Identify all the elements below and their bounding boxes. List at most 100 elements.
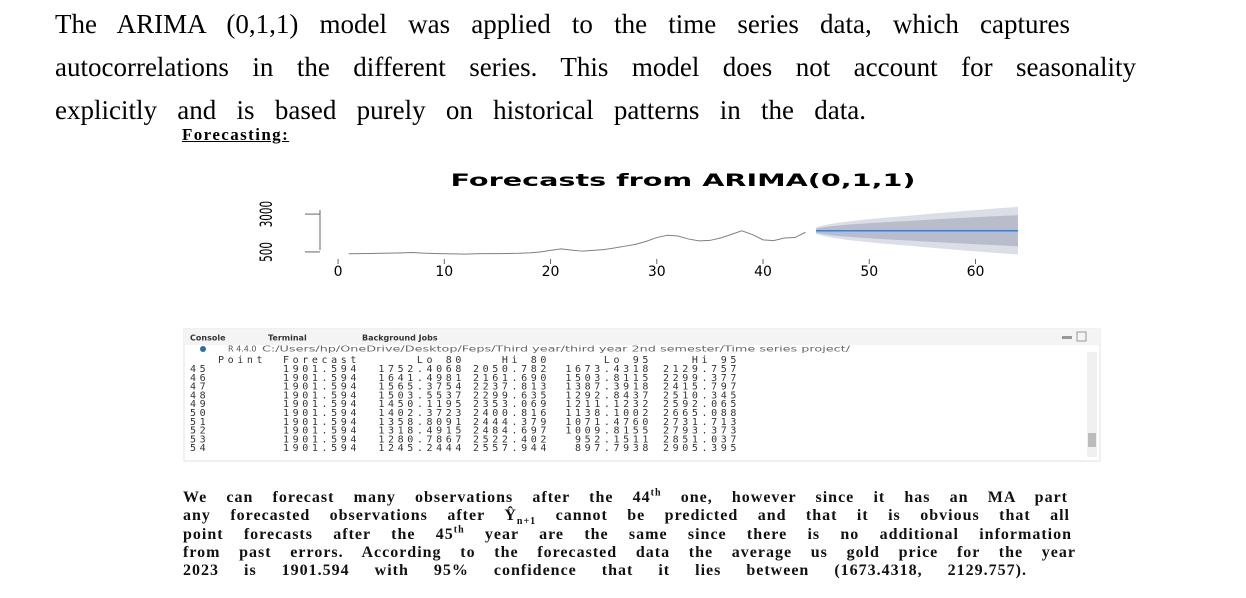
- table-cell: 1402.3723: [378, 408, 465, 419]
- table-cell: 2522.402: [473, 434, 550, 445]
- y-tick-label: 3000: [257, 201, 276, 227]
- table-cell: 1280.7867: [378, 434, 465, 445]
- table-header: Point: [218, 355, 266, 366]
- table-cell: 1503.5537: [378, 390, 465, 401]
- table-cell: 1901.594: [283, 443, 360, 454]
- table-cell: 46: [190, 373, 209, 384]
- table-cell: 1071.4760: [565, 417, 652, 428]
- minimize-icon: [1062, 336, 1072, 339]
- subscript: n+1: [516, 516, 537, 528]
- text-line: any forecasted observations after Ŷn+1 c…: [183, 507, 1070, 528]
- table-cell: 2129.757: [663, 364, 740, 375]
- text-line: from past errors. According to the forec…: [183, 543, 1076, 561]
- conclusion-paragraph: We can forecast many observations after …: [183, 487, 1076, 580]
- table-header: Hi 95: [692, 355, 740, 366]
- table-cell: 1503.8115: [565, 373, 652, 384]
- table-cell: 2400.816: [473, 408, 550, 419]
- table-cell: 2161.690: [473, 373, 550, 384]
- superscript: th: [453, 524, 465, 536]
- table-cell: 52: [190, 426, 209, 437]
- table-cell: 2665.088: [663, 408, 740, 419]
- x-tick-label: 30: [648, 264, 666, 280]
- console-tab: Console: [190, 334, 226, 343]
- console-tab: Background Jobs: [362, 334, 438, 343]
- table-cell: 2592.065: [663, 399, 740, 410]
- table-cell: 2484.697: [473, 426, 550, 437]
- table-cell: 2415.797: [663, 382, 740, 393]
- text: We can forecast many observations after …: [183, 489, 651, 506]
- text: point forecasts after the 45: [183, 525, 454, 543]
- x-tick-label: 10: [435, 264, 453, 280]
- table-cell: 1673.4318: [565, 364, 652, 375]
- table-cell: 1641.4981: [378, 373, 465, 384]
- table-header: Forecast: [283, 355, 360, 366]
- table-cell: 2299.377: [663, 373, 740, 384]
- table-cell: 1565.3754: [378, 382, 465, 393]
- table-cell: 1009.8155: [565, 426, 652, 437]
- table-cell: 1901.594: [283, 390, 360, 401]
- chart-title: Forecasts from ARIMA(0,1,1): [451, 171, 916, 191]
- table-cell: 53: [190, 434, 209, 445]
- text: any forecasted observations after Ŷ: [183, 507, 517, 525]
- table-cell: 1138.1002: [565, 408, 652, 419]
- table-cell: 1358.8091: [378, 417, 465, 428]
- table-cell: 2557.944: [473, 443, 550, 454]
- console-panel: [183, 328, 1101, 462]
- table-cell: 2050.782: [473, 364, 550, 375]
- console-tabbar: [184, 329, 1100, 345]
- table-cell: 45: [190, 364, 209, 375]
- table-cell: 49: [190, 399, 209, 410]
- history-line: [348, 230, 806, 255]
- table-cell: 1450.1195: [378, 399, 465, 410]
- table-cell: 2510.345: [663, 390, 740, 401]
- table-cell: 50: [190, 408, 209, 419]
- section-heading: Forecasting:: [182, 125, 290, 144]
- table-cell: 1901.594: [283, 399, 360, 410]
- table-cell: 1318.4915: [378, 426, 465, 437]
- r-version: R 4.4.0: [228, 345, 256, 354]
- x-tick-label: 40: [754, 264, 772, 280]
- table-header: Lo 95: [604, 355, 652, 366]
- table-cell: 1901.594: [283, 417, 360, 428]
- table-cell: 51: [190, 417, 209, 428]
- x-tick-label: 60: [967, 264, 985, 280]
- scrollbar: [1087, 352, 1097, 457]
- table-cell: 1901.594: [283, 426, 360, 437]
- table-cell: 54: [190, 443, 209, 454]
- r-logo: [200, 346, 206, 352]
- console-tab: Terminal: [268, 334, 307, 343]
- table-cell: 1752.4068: [378, 364, 465, 375]
- table-cell: 1387.3918: [565, 382, 652, 393]
- text-line: The ARIMA (0,1,1) model was applied to t…: [55, 9, 1070, 39]
- text-line: point forecasts after the 45th year are …: [183, 524, 1072, 544]
- table-cell: 2444.379: [473, 417, 550, 428]
- table-cell: 1211.1232: [565, 399, 652, 410]
- text: cannot be predicted and that it is obvio…: [536, 507, 1070, 525]
- table-cell: 48: [190, 390, 209, 401]
- table-cell: 952.1511: [575, 434, 652, 445]
- x-tick-label: 20: [542, 264, 560, 280]
- text-line: 2023 is 1901.594 with 95% confidence tha…: [183, 562, 1027, 580]
- table-cell: 2793.373: [663, 426, 740, 437]
- table-cell: 47: [190, 382, 209, 393]
- table-cell: 2299.635: [473, 390, 550, 401]
- table-cell: 1901.594: [283, 434, 360, 445]
- text-line: We can forecast many observations after …: [183, 487, 1068, 507]
- table-cell: 1901.594: [283, 364, 360, 375]
- x-tick-label: 0: [334, 264, 343, 280]
- maximize-icon: [1076, 331, 1087, 342]
- table-cell: 897.7938: [575, 443, 652, 454]
- table-cell: 1292.8437: [565, 390, 652, 401]
- table-cell: 2237.813: [473, 382, 550, 393]
- table-cell: 2731.713: [663, 417, 740, 428]
- table-cell: 2905.395: [663, 443, 740, 454]
- scroll-thumb: [1088, 433, 1096, 447]
- x-tick-label: 50: [860, 264, 878, 280]
- intro-paragraph: The ARIMA (0,1,1) model was applied to t…: [55, 3, 1136, 132]
- superscript: th: [650, 487, 662, 499]
- table-cell: 2851.037: [663, 434, 740, 445]
- table-cell: 1901.594: [283, 373, 360, 384]
- table-header: Lo 80: [417, 355, 465, 366]
